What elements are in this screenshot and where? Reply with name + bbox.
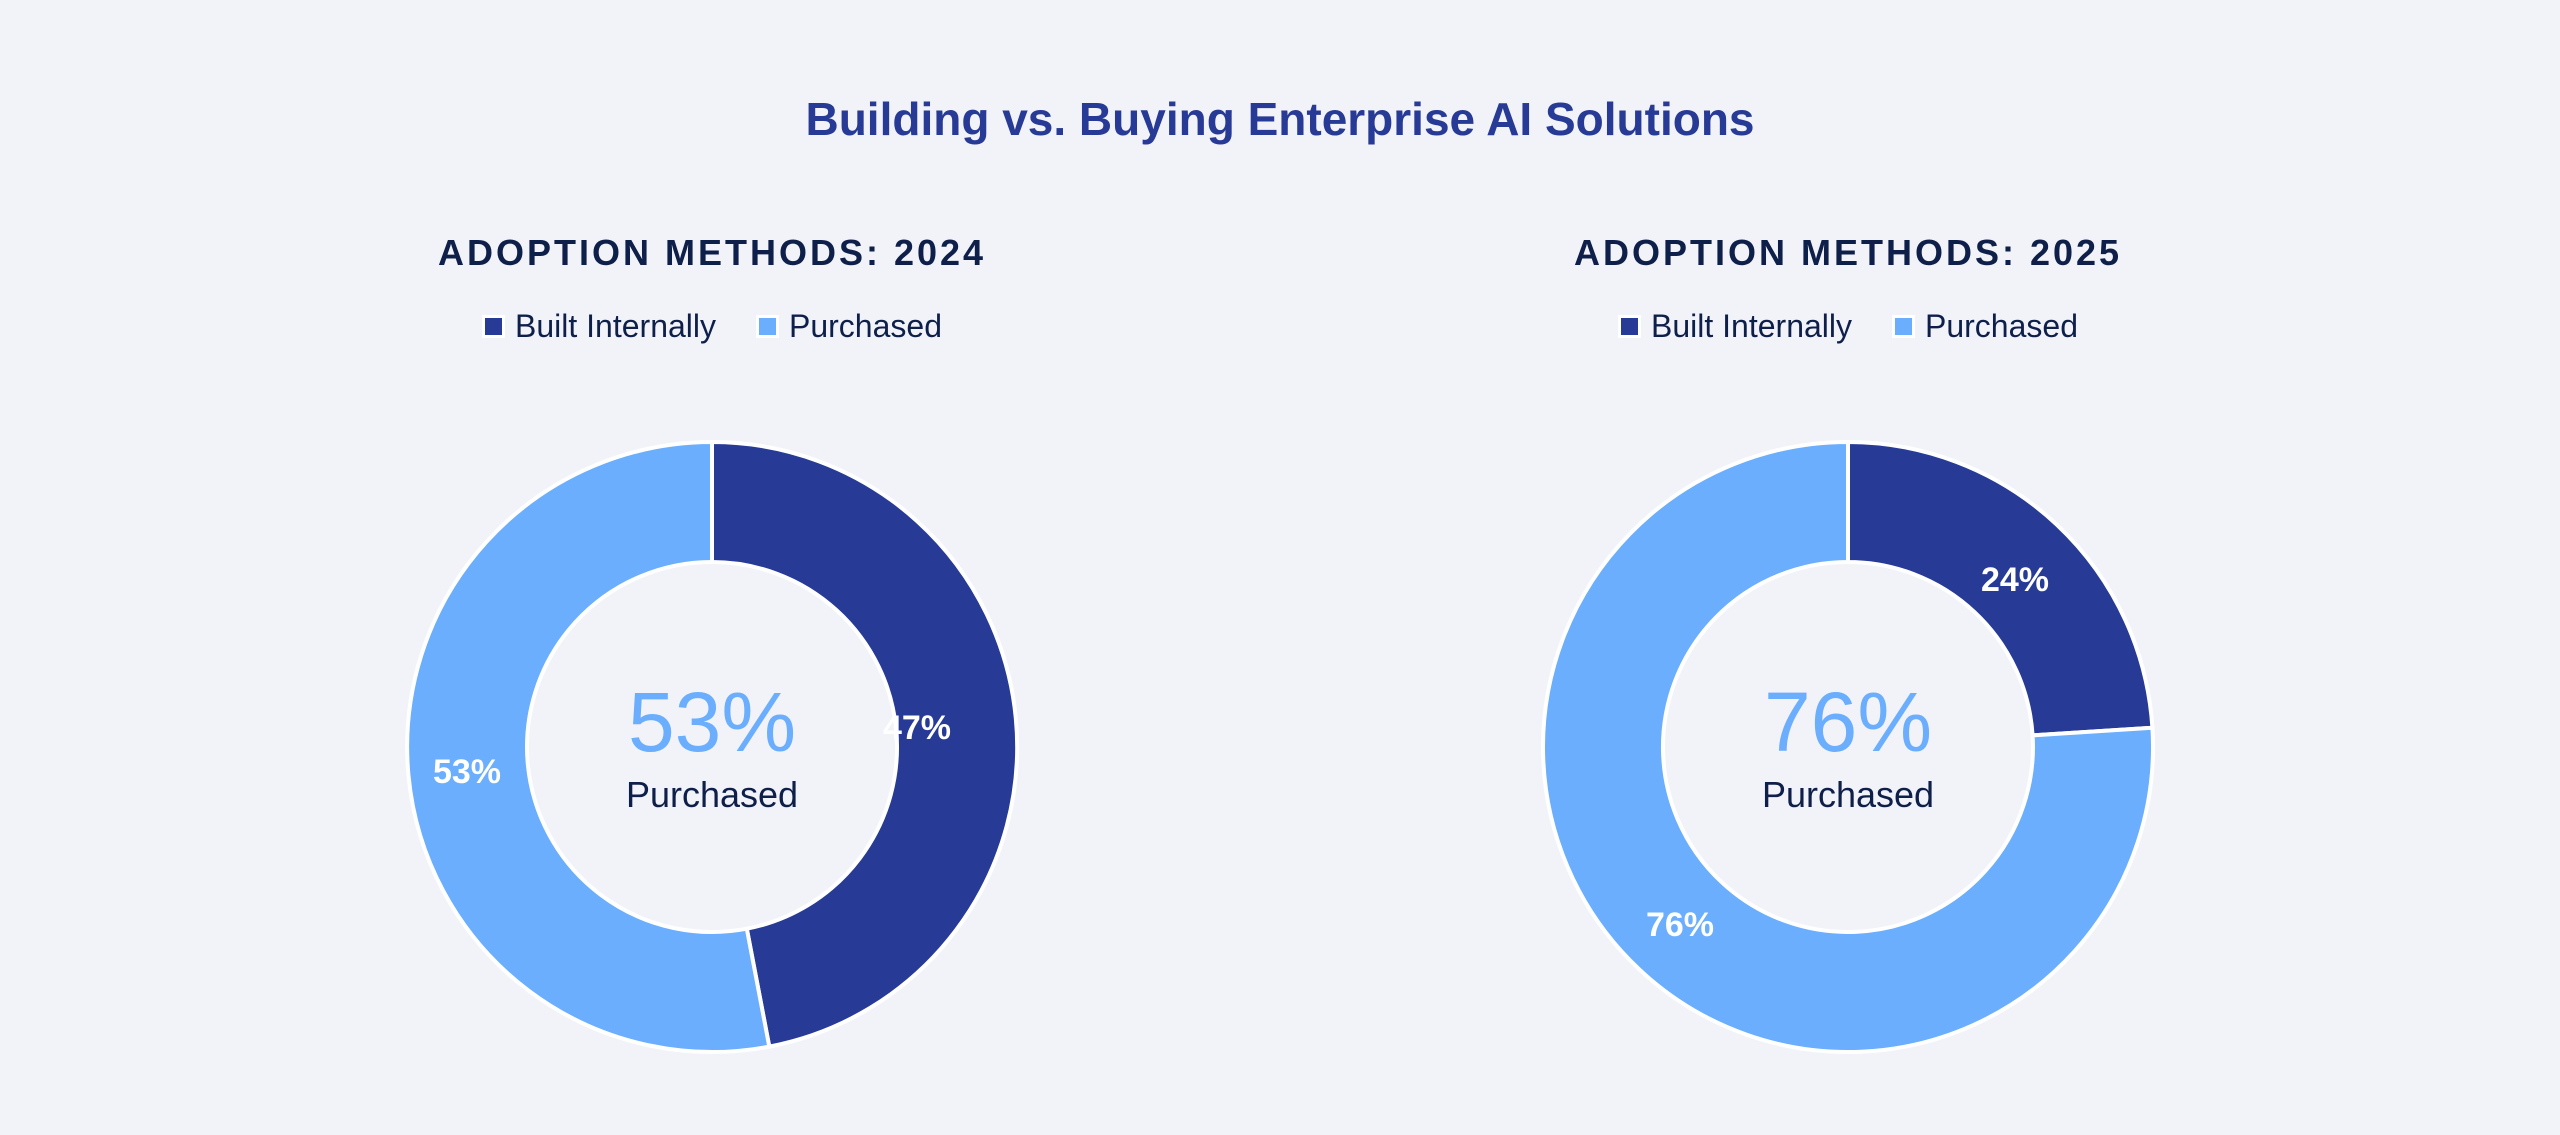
legend-2024: Built Internally Purchased xyxy=(162,308,1262,345)
chart-title-2024: ADOPTION METHODS: 2024 xyxy=(437,232,987,273)
legend-label-built: Built Internally xyxy=(1651,308,1852,344)
slice-label-built-2025: 24% xyxy=(1981,561,2049,599)
center-value-2024: 53% xyxy=(628,675,796,769)
built-swatch-icon xyxy=(1618,315,1642,338)
legend-item-built[interactable]: Built Internally xyxy=(482,308,716,345)
legend-item-built[interactable]: Built Internally xyxy=(1618,308,1852,345)
purchased-swatch-icon xyxy=(756,315,779,338)
center-label-2025: Purchased xyxy=(1762,774,1934,815)
legend-label-purchased: Purchased xyxy=(789,308,942,344)
legend-item-purchased[interactable]: Purchased xyxy=(1892,308,2078,345)
slice-purchased-2025[interactable] xyxy=(1541,439,2155,1054)
legend-label-purchased: Purchased xyxy=(1925,308,2078,344)
slice-label-built-2024: 47% xyxy=(883,709,951,747)
slice-label-purchased-2025: 76% xyxy=(1646,906,1714,944)
donut-chart-2024: 47% 53% 53% Purchased xyxy=(405,439,1020,1054)
slice-built-2024[interactable] xyxy=(710,439,1020,1049)
legend-item-purchased[interactable]: Purchased xyxy=(756,308,942,345)
legend-label-built: Built Internally xyxy=(515,308,716,344)
slice-purchased-2024[interactable] xyxy=(405,439,772,1054)
center-label-2024: Purchased xyxy=(626,774,798,815)
slice-built-2025[interactable] xyxy=(1846,439,2155,738)
page-title: Building vs. Buying Enterprise AI Soluti… xyxy=(805,93,1755,145)
donut-chart-2025: 24% 76% 76% Purchased xyxy=(1541,439,2155,1054)
center-value-2025: 76% xyxy=(1764,675,1932,769)
legend-2025: Built Internally Purchased xyxy=(1298,308,2398,345)
built-swatch-icon xyxy=(482,315,506,338)
chart-title-2025: ADOPTION METHODS: 2025 xyxy=(1573,232,2123,273)
slice-label-purchased-2024: 53% xyxy=(433,753,501,791)
purchased-swatch-icon xyxy=(1892,315,1915,338)
